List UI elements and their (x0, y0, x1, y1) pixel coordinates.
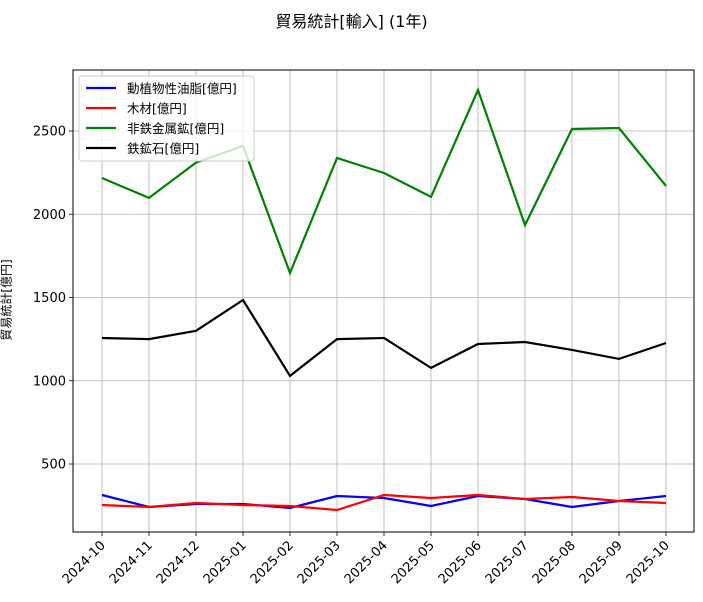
y-tick-label: 1500 (33, 291, 66, 306)
legend-box (78, 75, 255, 162)
x-tick-label: 2025-07 (483, 538, 532, 587)
x-tick-label: 2025-02 (248, 538, 297, 587)
x-tick-label: 2024-11 (107, 538, 156, 587)
x-tick-label: 2024-12 (154, 538, 203, 587)
series-line (101, 298, 667, 378)
y-tick-label: 2000 (33, 208, 66, 223)
x-tick-label: 2025-09 (577, 538, 626, 587)
legend-label: 非鉄金属鉱[億円] (127, 121, 224, 136)
x-tick-label: 2025-05 (389, 538, 438, 587)
x-tick-label: 2025-06 (436, 538, 485, 587)
legend-label: 鉄鉱石[億円] (127, 141, 199, 156)
y-tick-label: 500 (41, 458, 66, 473)
legend-label: 木材[億円] (127, 101, 187, 116)
x-tick-label: 2025-08 (530, 538, 579, 587)
data-lines (101, 86, 667, 512)
legend-label: 動植物性油脂[億円] (127, 81, 237, 96)
x-tick-label: 2025-01 (201, 538, 250, 587)
legend: 動植物性油脂[億円] 木材[億円] 非鉄金属鉱[億円] 鉄鉱石[億円] (78, 75, 255, 162)
x-tick-label: 2024-10 (60, 538, 109, 587)
x-axis-ticks: 2024-102024-112024-122025-012025-022025-… (60, 532, 673, 587)
y-tick-label: 2500 (33, 125, 66, 140)
series-line (101, 493, 667, 512)
plot-frame (72, 69, 695, 533)
y-axis-ticks: 500 1000 1500 2000 2500 (33, 125, 73, 473)
x-tick-label: 2025-10 (624, 538, 673, 587)
x-tick-label: 2025-03 (295, 538, 344, 587)
chart-title: 貿易統計[輸入] (1年) (275, 12, 428, 31)
series-line (101, 86, 667, 277)
y-tick-label: 1000 (33, 374, 66, 389)
x-tick-label: 2025-04 (342, 538, 391, 587)
